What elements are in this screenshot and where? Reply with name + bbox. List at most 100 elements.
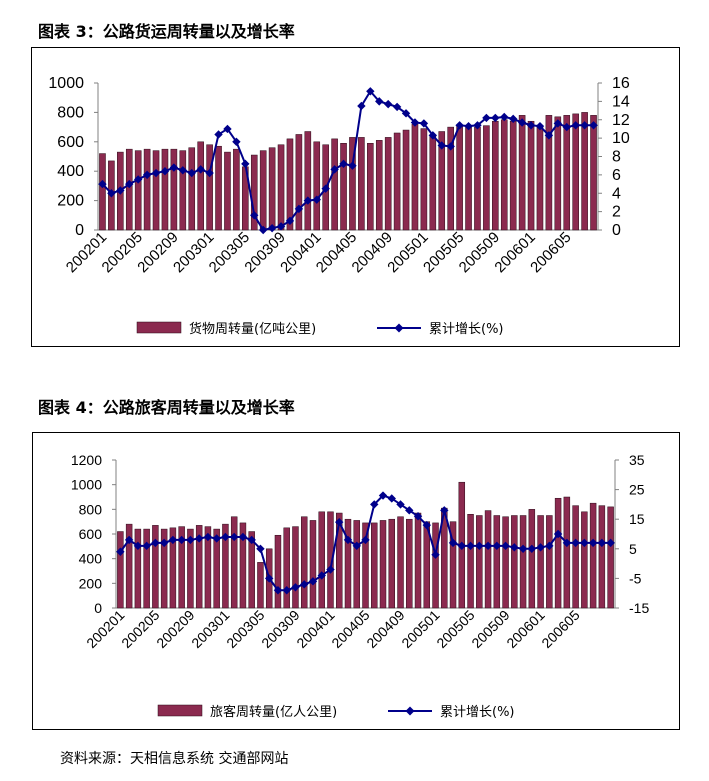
chart3-legend-line-label: 累计增长(%) — [429, 322, 504, 337]
chart4-bar — [406, 518, 413, 609]
chart4-growth-marker — [580, 538, 589, 548]
chart4-bar — [309, 520, 317, 609]
chart3-legend-bar-swatch — [136, 321, 182, 334]
chart4-growth-marker — [588, 538, 598, 548]
chart4-right-tick-label: 25 — [629, 482, 645, 498]
chart4-bar — [467, 514, 474, 609]
chart3-growth-marker — [401, 109, 411, 118]
chart-4-svg: 020040060080010001200-15-551525352002012… — [71, 452, 650, 720]
chart4-bar — [546, 515, 553, 609]
chart4-bar — [178, 526, 185, 609]
chart3-bar — [152, 150, 160, 231]
chart3-right-tick-label: 0 — [612, 222, 621, 239]
chart3-bar — [384, 137, 392, 231]
chart4-left-tick-label: 0 — [94, 600, 102, 616]
chart4-right-tick-label: 5 — [629, 541, 637, 557]
chart4-left-tick-label: 1200 — [71, 452, 102, 468]
chart4-x-tick-label: 200309 — [258, 607, 302, 651]
chart3-growth-marker — [464, 121, 473, 131]
chart3-bar — [134, 150, 142, 231]
chart4-growth-marker — [422, 520, 431, 530]
chart3-bar — [170, 148, 178, 231]
chart4-bar — [257, 562, 264, 609]
chart3-growth-marker — [294, 204, 304, 214]
chart3-growth-marker — [500, 112, 509, 122]
chart3-bar — [483, 125, 490, 231]
chart4-growth-marker — [597, 538, 607, 548]
chart4-x-tick-label: 200401 — [293, 607, 337, 651]
chart4-bar — [274, 534, 282, 609]
chart4-growth-marker — [378, 491, 388, 500]
chart3-right-tick-label: 2 — [612, 204, 621, 221]
chart3-growth-marker — [250, 211, 259, 220]
chart4-bar — [519, 515, 527, 609]
chart4-bar — [117, 531, 124, 609]
chart3-growth-marker — [508, 114, 518, 124]
chart4-legend-line-marker — [405, 706, 415, 716]
chart3-growth-marker — [357, 101, 366, 111]
chart3-growth-marker — [428, 131, 438, 140]
chart3-bar — [456, 125, 463, 231]
chart4-growth-marker — [273, 586, 283, 595]
chart4-growth-marker — [370, 500, 379, 509]
chart3-bar — [536, 126, 544, 231]
chart3-growth-marker — [482, 113, 491, 123]
chart3-right-tick-label: 14 — [612, 93, 630, 110]
chart3-left-tick-label: 400 — [57, 163, 84, 180]
chart3-bar — [581, 112, 588, 231]
chart3-bar — [527, 120, 535, 231]
chart4-bar — [607, 506, 614, 609]
chart3-right-tick-label: 6 — [612, 167, 621, 184]
chart3-bar — [161, 148, 169, 231]
chart3-bar — [509, 120, 517, 231]
chart4-bar — [283, 527, 290, 609]
chart3-growth-marker — [410, 118, 420, 127]
chart3-bar — [286, 138, 294, 231]
chart3-bar — [179, 150, 187, 231]
chart4-x-tick-label: 200605 — [538, 607, 582, 651]
chart4-x-tick-label: 200305 — [223, 607, 267, 651]
chart4-bar — [344, 518, 352, 609]
chart3-bar — [259, 150, 267, 231]
chart4-legend-line-label: 累计增长(%) — [440, 705, 515, 720]
chart3-bar — [268, 147, 276, 231]
chart3-growth-marker — [133, 175, 143, 184]
chart4-growth-marker — [545, 541, 554, 551]
chart4-x-tick-label: 200505 — [433, 607, 477, 651]
source-note: 资料来源：天相信息系统 交通部网站 — [60, 751, 289, 767]
chart4-bar — [248, 531, 255, 609]
chart4-bar — [362, 522, 369, 609]
chart3-growth-marker — [205, 168, 214, 178]
chart4-growth-marker — [448, 538, 458, 548]
chart4-bar — [204, 526, 212, 609]
chart4-bar — [187, 528, 194, 609]
chart4-left-tick-label: 1000 — [71, 477, 102, 493]
chart4-bar — [125, 523, 133, 609]
chart3-growth-marker — [553, 119, 563, 128]
chart3-right-tick-label: 4 — [612, 185, 621, 202]
chart3-bar — [492, 120, 499, 231]
chart4-bar — [222, 523, 229, 609]
chart4-bar — [537, 515, 544, 609]
chart4-bar — [230, 516, 238, 609]
chart3-bar — [233, 148, 240, 231]
chart3-growth-marker — [232, 137, 241, 146]
chart4-bar — [581, 511, 588, 609]
chart3-growth-marker — [276, 222, 286, 231]
chart4-bar — [572, 505, 579, 609]
chart3-growth-marker — [455, 121, 464, 130]
chart4-right-tick-label: 35 — [629, 452, 645, 468]
chart4-growth-marker — [396, 500, 405, 509]
chart3-bar — [411, 123, 419, 231]
chart-3-frame: 0 200 400 600 800 1000 0 2 4 6 8 10 12 14 16 200201 2002… — [31, 47, 680, 347]
chart3-growth-marker — [419, 119, 429, 128]
chart3-bar — [563, 115, 571, 231]
chart3-growth-marker — [107, 189, 116, 198]
chart3-growth-marker — [187, 168, 196, 178]
chart4-bar — [493, 515, 501, 609]
chart4-bar — [239, 522, 247, 609]
chart4-x-tick-label: 200509 — [468, 607, 512, 651]
chart4-bar — [528, 509, 536, 609]
chart3-left-tick-label: 200 — [57, 193, 84, 210]
chart3-growth-marker — [214, 130, 223, 139]
